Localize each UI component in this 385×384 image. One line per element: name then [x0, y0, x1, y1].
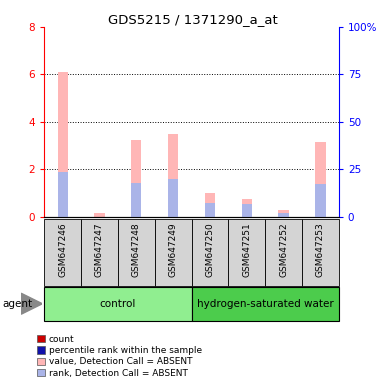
Bar	[168, 134, 178, 217]
Bar	[44, 287, 192, 321]
Bar	[192, 287, 339, 321]
Bar	[265, 219, 302, 286]
Text: GSM647249: GSM647249	[169, 222, 177, 277]
Bar	[302, 219, 339, 286]
Bar	[242, 199, 252, 217]
Bar	[192, 219, 228, 286]
Bar	[155, 219, 192, 286]
Bar	[278, 213, 289, 217]
Bar	[228, 219, 265, 286]
Polygon shape	[21, 293, 42, 314]
Text: GSM647252: GSM647252	[279, 222, 288, 277]
Bar	[57, 72, 68, 217]
Text: GSM647247: GSM647247	[95, 222, 104, 277]
Bar	[94, 214, 105, 217]
Bar	[44, 219, 81, 286]
Text: control: control	[100, 299, 136, 309]
Text: agent: agent	[2, 299, 32, 309]
Bar	[57, 172, 68, 217]
Bar	[315, 142, 326, 217]
Text: hydrogen-saturated water: hydrogen-saturated water	[197, 299, 333, 309]
Text: GSM647250: GSM647250	[206, 222, 214, 277]
Legend: count, percentile rank within the sample, value, Detection Call = ABSENT, rank, : count, percentile rank within the sample…	[35, 333, 204, 379]
Text: GSM647246: GSM647246	[58, 222, 67, 277]
Bar	[131, 140, 141, 217]
Bar	[81, 219, 118, 286]
Text: GSM647251: GSM647251	[242, 222, 251, 277]
Text: GSM647253: GSM647253	[316, 222, 325, 277]
Bar	[315, 184, 326, 217]
Bar	[131, 182, 141, 217]
Bar	[205, 193, 215, 217]
Bar	[118, 219, 155, 286]
Bar	[278, 210, 289, 217]
Text: GSM647248: GSM647248	[132, 222, 141, 277]
Bar	[168, 179, 178, 217]
Bar	[242, 204, 252, 217]
Text: GDS5215 / 1371290_a_at: GDS5215 / 1371290_a_at	[108, 13, 277, 26]
Bar	[205, 203, 215, 217]
